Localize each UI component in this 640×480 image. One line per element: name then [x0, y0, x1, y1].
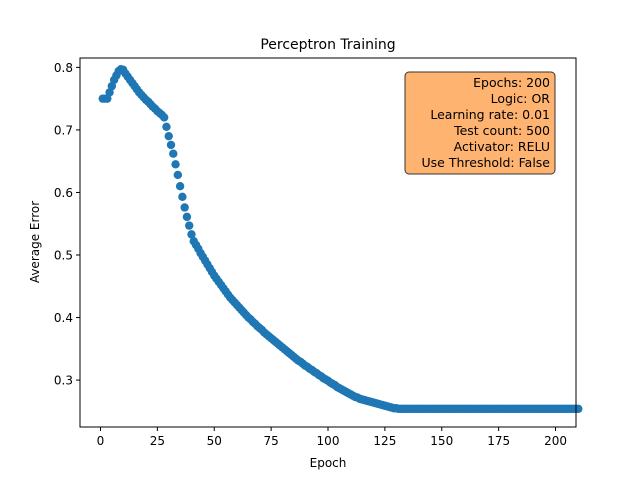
info-line: Activator: RELU: [454, 139, 550, 154]
y-axis-ticks: 0.3 0.4 0.5 0.6 0.7 0.8: [54, 61, 80, 388]
data-point: [182, 212, 192, 222]
y-tick-label: 0.7: [54, 123, 73, 137]
x-tick-label: 100: [317, 434, 340, 448]
chart-title: Perceptron Training: [260, 37, 395, 53]
y-tick-label: 0.8: [54, 61, 73, 75]
x-tick-label: 75: [263, 434, 278, 448]
y-tick-label: 0.4: [54, 311, 73, 325]
data-point: [173, 170, 183, 180]
x-axis-ticks: 0 25 50 75 100 125 150 175 200: [97, 427, 567, 448]
data-point: [175, 182, 185, 191]
data-point: [162, 122, 171, 131]
data-point: [166, 140, 176, 150]
x-tick-label: 200: [544, 434, 567, 448]
data-point: [159, 113, 169, 122]
y-tick-label: 0.5: [54, 249, 73, 263]
data-point: [574, 404, 583, 414]
data-point: [171, 160, 180, 169]
data-point: [185, 221, 194, 230]
x-tick-label: 25: [150, 434, 165, 448]
data-points: [98, 65, 583, 414]
x-tick-label: 125: [373, 434, 396, 448]
x-tick-label: 0: [97, 434, 105, 448]
data-point: [178, 192, 187, 202]
y-tick-label: 0.6: [54, 186, 73, 200]
y-tick-label: 0.3: [54, 374, 73, 388]
info-line: Logic: OR: [491, 91, 551, 106]
x-tick-label: 150: [430, 434, 453, 448]
info-line: Test count: 500: [453, 123, 550, 138]
info-line: Use Threshold: False: [422, 155, 551, 170]
data-point: [180, 203, 189, 212]
x-tick-label: 175: [487, 434, 510, 448]
data-point: [164, 131, 173, 141]
info-line: Epochs: 200: [473, 75, 550, 90]
data-point: [187, 230, 196, 239]
x-tick-label: 50: [207, 434, 222, 448]
info-box-background: [404, 71, 556, 175]
x-axis-label: Epoch: [310, 456, 347, 470]
y-axis-label: Average Error: [28, 201, 42, 283]
info-line: Learning rate: 0.01: [430, 107, 550, 122]
data-point: [169, 149, 178, 158]
